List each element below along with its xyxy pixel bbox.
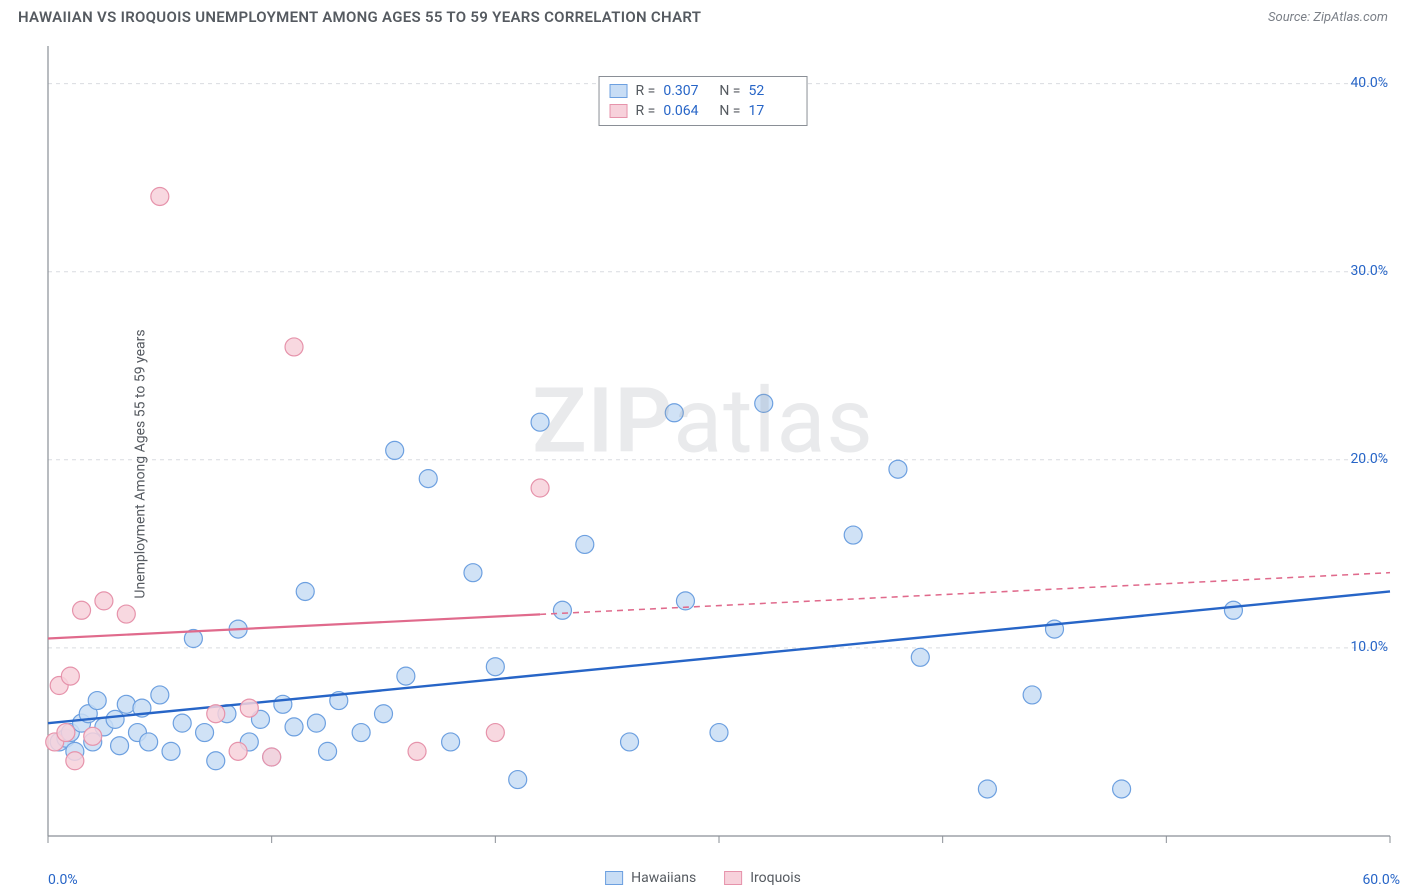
y-axis-label: Unemployment Among Ages 55 to 59 years <box>133 329 149 598</box>
legend: Hawaiians Iroquois <box>605 870 801 886</box>
y-tick-label: 20.0% <box>1350 451 1388 467</box>
stats-row: R = 0.064 N = 17 <box>610 101 797 121</box>
y-tick-label: 10.0% <box>1350 639 1388 655</box>
r-label: R = <box>636 103 656 119</box>
n-value: 52 <box>748 83 796 99</box>
x-max-label: 60.0% <box>1362 872 1400 888</box>
y-tick-label: 40.0% <box>1350 75 1388 91</box>
series-swatch <box>610 84 628 98</box>
chart-title: HAWAIIAN VS IROQUOIS UNEMPLOYMENT AMONG … <box>18 8 701 26</box>
legend-item: Hawaiians <box>605 870 696 886</box>
legend-label: Hawaiians <box>631 870 696 886</box>
chart-container: Unemployment Among Ages 55 to 59 years Z… <box>0 36 1406 892</box>
series-swatch <box>610 104 628 118</box>
series-swatch <box>605 871 623 885</box>
legend-item: Iroquois <box>724 870 801 886</box>
r-label: R = <box>636 83 656 99</box>
stats-box: R = 0.307 N = 52 R = 0.064 N = 17 <box>599 76 808 126</box>
r-value: 0.064 <box>663 103 711 119</box>
n-label: N = <box>719 83 740 99</box>
header: HAWAIIAN VS IROQUOIS UNEMPLOYMENT AMONG … <box>0 0 1406 32</box>
stats-row: R = 0.307 N = 52 <box>610 81 797 101</box>
scatter-plot <box>0 36 1406 892</box>
r-value: 0.307 <box>663 83 711 99</box>
y-tick-label: 30.0% <box>1350 263 1388 279</box>
n-label: N = <box>719 103 740 119</box>
n-value: 17 <box>748 103 796 119</box>
x-origin-label: 0.0% <box>48 872 78 888</box>
source-label: Source: ZipAtlas.com <box>1268 10 1388 25</box>
series-swatch <box>724 871 742 885</box>
legend-label: Iroquois <box>750 870 801 886</box>
